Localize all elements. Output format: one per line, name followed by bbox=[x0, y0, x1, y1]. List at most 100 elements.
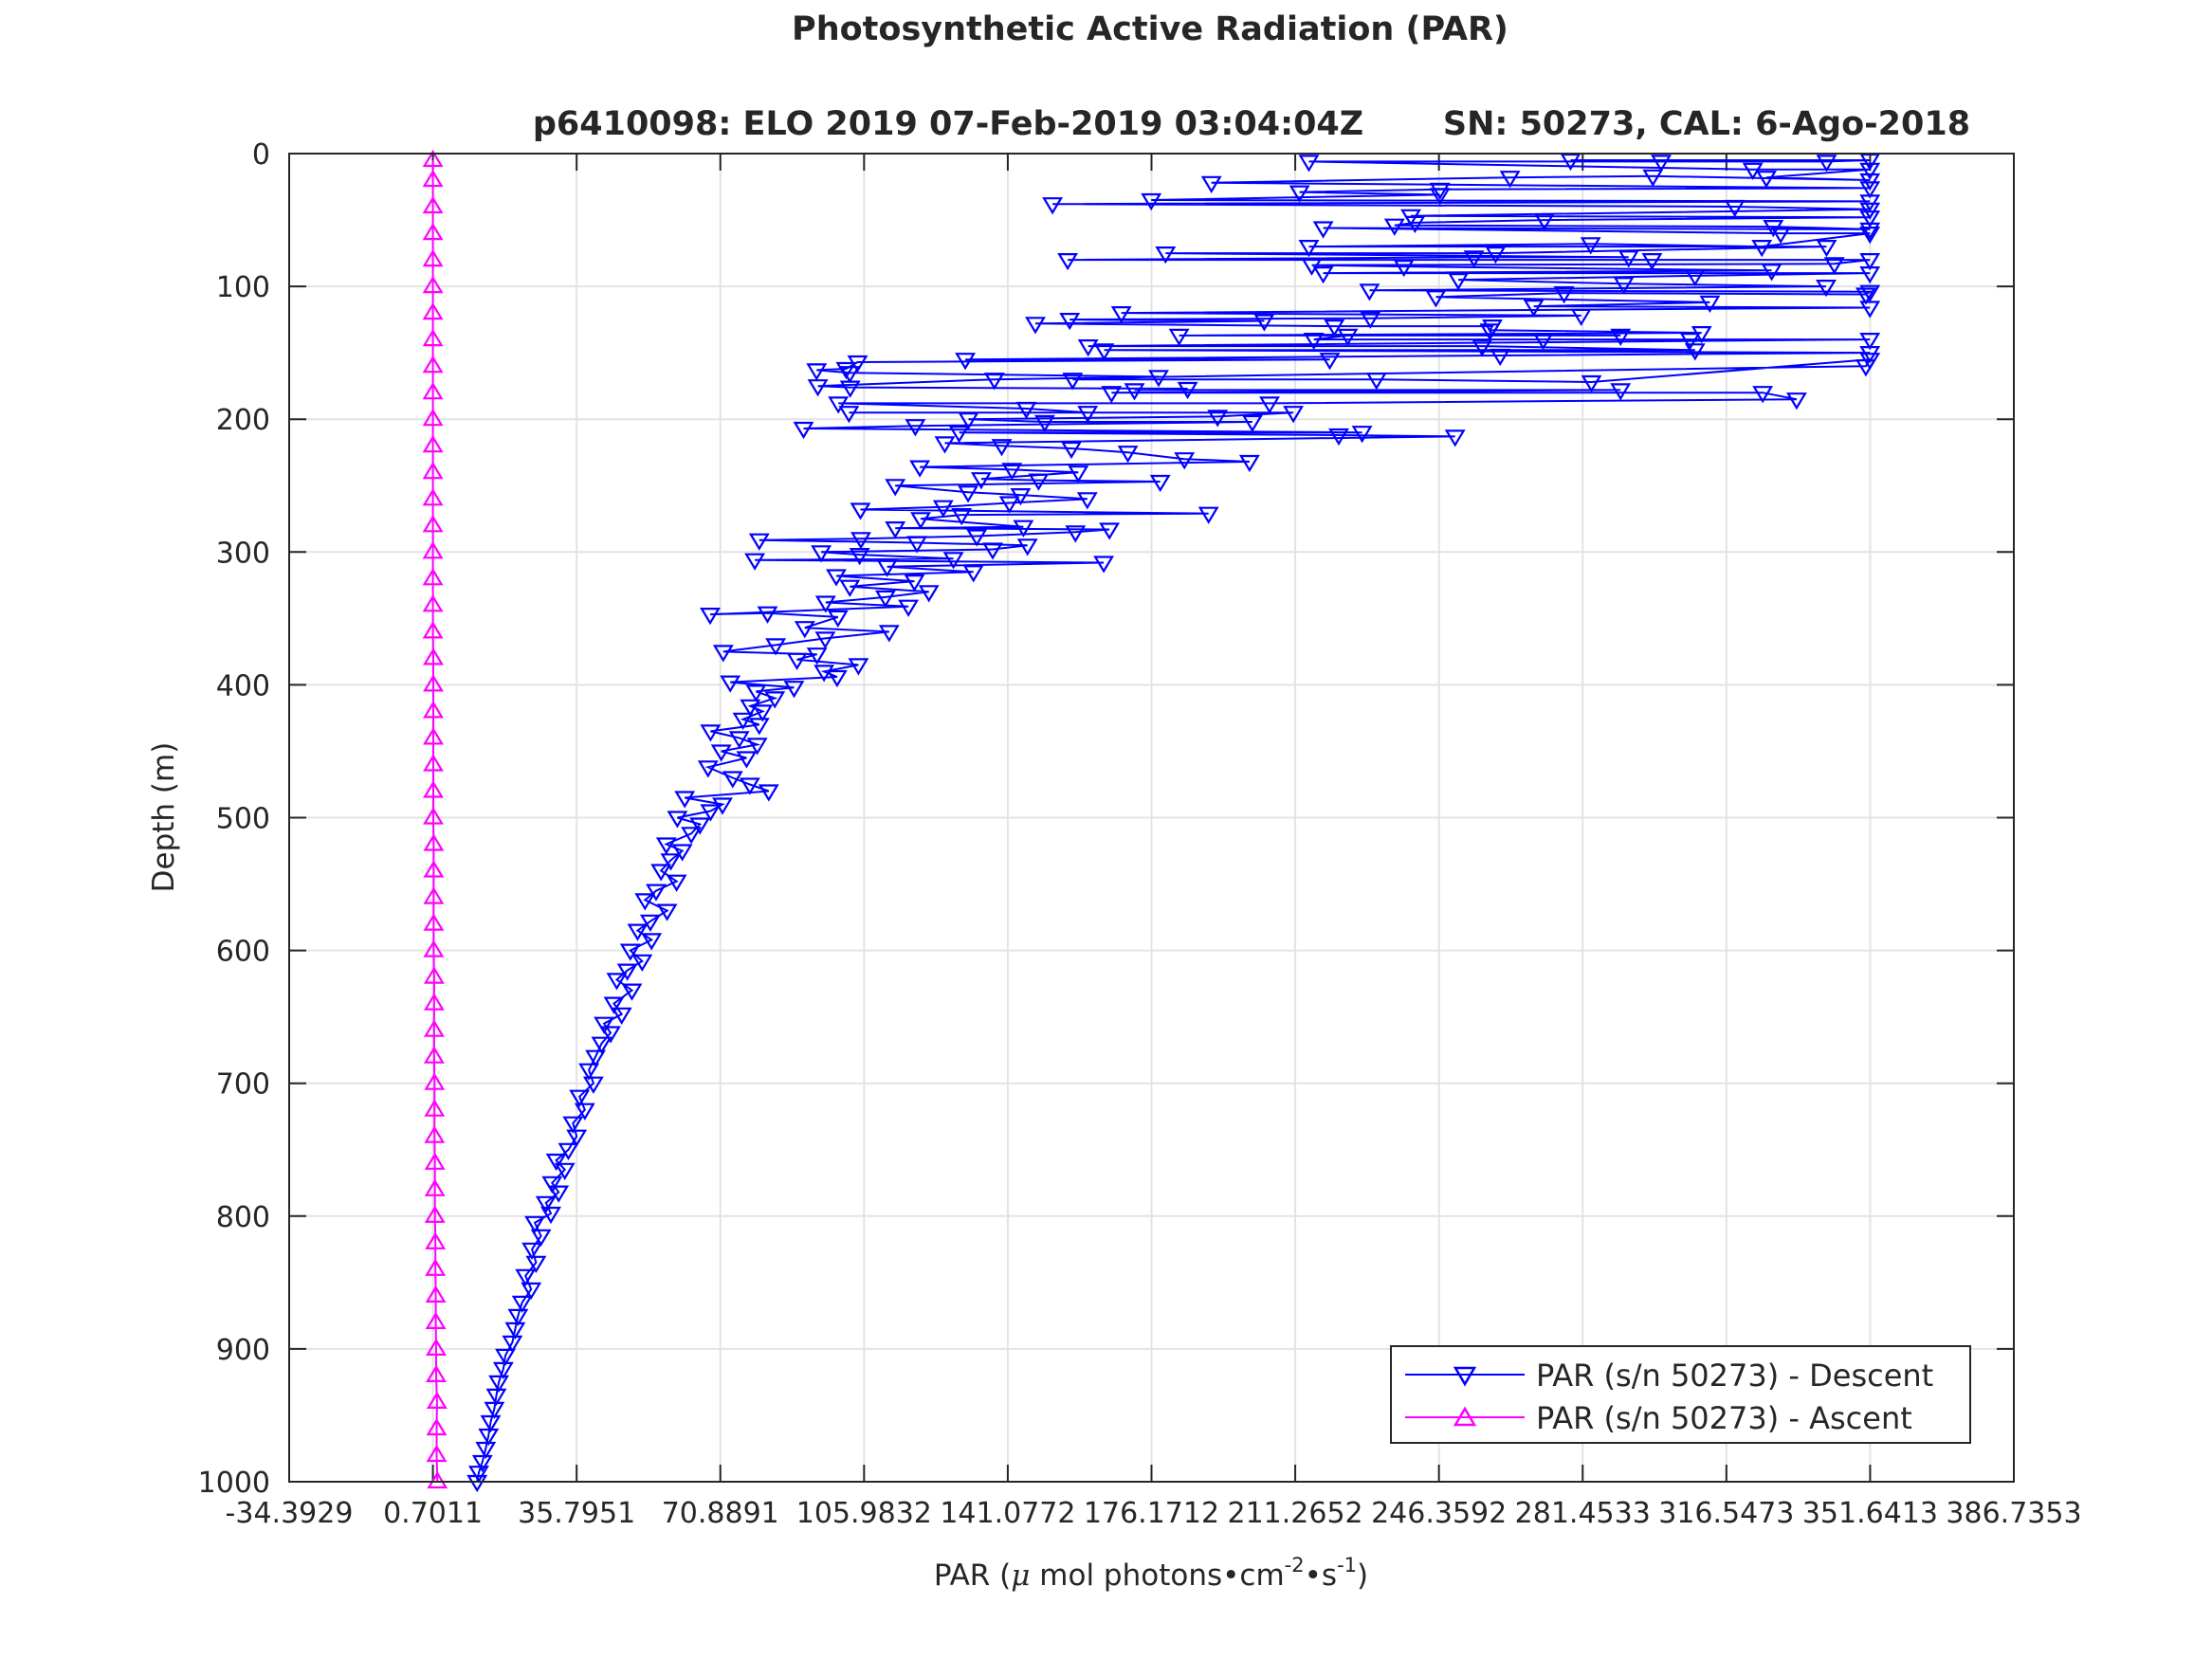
descent-point bbox=[578, 1063, 600, 1081]
descent-point bbox=[1016, 538, 1038, 556]
descent-point bbox=[1684, 268, 1706, 287]
descent-point bbox=[1859, 333, 1881, 351]
descent-point bbox=[728, 731, 750, 749]
descent-point bbox=[1859, 253, 1881, 271]
descent-point bbox=[1025, 317, 1046, 335]
descent-point bbox=[934, 436, 956, 454]
descent-point bbox=[744, 553, 766, 571]
y-tick-label: 900 bbox=[216, 1334, 270, 1367]
descent-point bbox=[621, 983, 643, 1001]
x-axis-label-mid: •s bbox=[1305, 1559, 1337, 1593]
descent-point bbox=[582, 1076, 604, 1094]
descent-point bbox=[530, 1229, 552, 1247]
descent-point bbox=[958, 412, 979, 430]
descent-point bbox=[1238, 454, 1260, 473]
descent-point bbox=[484, 1401, 505, 1420]
x-axis-label-prefix: PAR ( bbox=[934, 1559, 1011, 1593]
descent-point bbox=[1298, 240, 1320, 258]
x-tick-label: 211.2652 bbox=[1228, 1497, 1363, 1530]
descent-point bbox=[839, 380, 861, 398]
descent-point bbox=[1580, 237, 1601, 255]
ascent-point bbox=[422, 568, 444, 586]
descent-point bbox=[1328, 428, 1349, 447]
descent-point bbox=[839, 366, 861, 384]
descent-point bbox=[671, 844, 693, 862]
descent-point bbox=[1816, 155, 1837, 173]
x-tick-label: 176.1712 bbox=[1084, 1497, 1219, 1530]
x-tick-label: -34.3929 bbox=[226, 1497, 354, 1530]
descent-point bbox=[827, 610, 849, 629]
descent-point bbox=[554, 1162, 576, 1180]
legend-descent-label: PAR (s/n 50273) - Descent bbox=[1536, 1358, 1933, 1394]
descent-point bbox=[660, 853, 682, 871]
descent-point bbox=[839, 579, 861, 597]
descent-point bbox=[746, 738, 768, 756]
descent-point bbox=[1168, 328, 1190, 347]
descent-point bbox=[748, 718, 770, 736]
descent-point bbox=[1752, 386, 1774, 404]
descent-point bbox=[619, 943, 641, 961]
descent-point bbox=[757, 606, 778, 624]
ascent-point bbox=[425, 1285, 447, 1304]
descent-point bbox=[504, 1322, 526, 1340]
y-tick-label: 700 bbox=[216, 1068, 270, 1102]
descent-point bbox=[1429, 188, 1451, 206]
descent-point bbox=[1859, 210, 1881, 228]
descent-point bbox=[603, 996, 625, 1014]
ascent-point bbox=[424, 1099, 446, 1117]
ascent-point bbox=[423, 886, 445, 904]
x-tick-label: 386.7353 bbox=[1946, 1497, 2081, 1530]
descent-point bbox=[948, 426, 970, 444]
descent-point bbox=[585, 1049, 607, 1067]
descent-point bbox=[1485, 246, 1507, 264]
descent-point bbox=[1033, 414, 1055, 433]
descent-point bbox=[507, 1308, 529, 1327]
descent-point bbox=[521, 1282, 542, 1301]
descent-point bbox=[700, 804, 722, 822]
descent-point bbox=[1155, 246, 1177, 264]
descent-point bbox=[765, 638, 787, 656]
chart-subtitle-right: SN: 50273, CAL: 6-Ago-2018 bbox=[1443, 105, 1970, 143]
descent-point bbox=[736, 751, 758, 769]
descent-point bbox=[904, 574, 925, 592]
descent-point bbox=[942, 552, 964, 570]
descent-point bbox=[697, 760, 719, 778]
descent-point bbox=[1823, 257, 1845, 275]
descent-point bbox=[1761, 264, 1782, 282]
x-axis-label-suffix: ) bbox=[1357, 1559, 1368, 1593]
descent-point bbox=[478, 1428, 500, 1447]
chart-title: Photosynthetic Active Radiation (PAR) bbox=[792, 10, 1508, 48]
x-axis-label-exp1: -2 bbox=[1285, 1554, 1305, 1577]
descent-point bbox=[655, 837, 677, 855]
descent-point bbox=[1101, 386, 1123, 404]
descent-point bbox=[1859, 301, 1881, 319]
descent-point bbox=[1241, 414, 1263, 433]
descent-point bbox=[700, 724, 722, 742]
legend: PAR (s/n 50273) - Descent PAR (s/n 50273… bbox=[1390, 1345, 1971, 1444]
descent-point bbox=[606, 973, 628, 991]
descent-point bbox=[1303, 333, 1325, 351]
data-series bbox=[422, 149, 1881, 1493]
y-tick-label: 300 bbox=[216, 537, 270, 570]
legend-descent-marker bbox=[1453, 1366, 1477, 1387]
descent-point bbox=[1141, 192, 1162, 211]
ascent-point bbox=[425, 1231, 447, 1249]
ascent-point bbox=[422, 515, 444, 533]
ascent-point bbox=[424, 1205, 446, 1223]
descent-point bbox=[1499, 171, 1521, 189]
ascent-point bbox=[422, 275, 444, 294]
descent-point bbox=[558, 1142, 579, 1160]
ascent-point bbox=[422, 301, 444, 320]
legend-ascent-marker bbox=[1453, 1406, 1477, 1427]
descent-point bbox=[562, 1116, 584, 1134]
descent-point bbox=[1065, 525, 1087, 543]
x-tick-label: 70.8891 bbox=[662, 1497, 779, 1530]
descent-point bbox=[1532, 333, 1554, 351]
ascent-point bbox=[424, 1152, 446, 1170]
descent-point bbox=[1200, 175, 1222, 193]
descent-point bbox=[1174, 452, 1196, 470]
descent-point bbox=[970, 472, 992, 490]
descent-point bbox=[758, 784, 779, 802]
descent-point bbox=[998, 496, 1020, 514]
descent-point bbox=[1149, 474, 1171, 493]
